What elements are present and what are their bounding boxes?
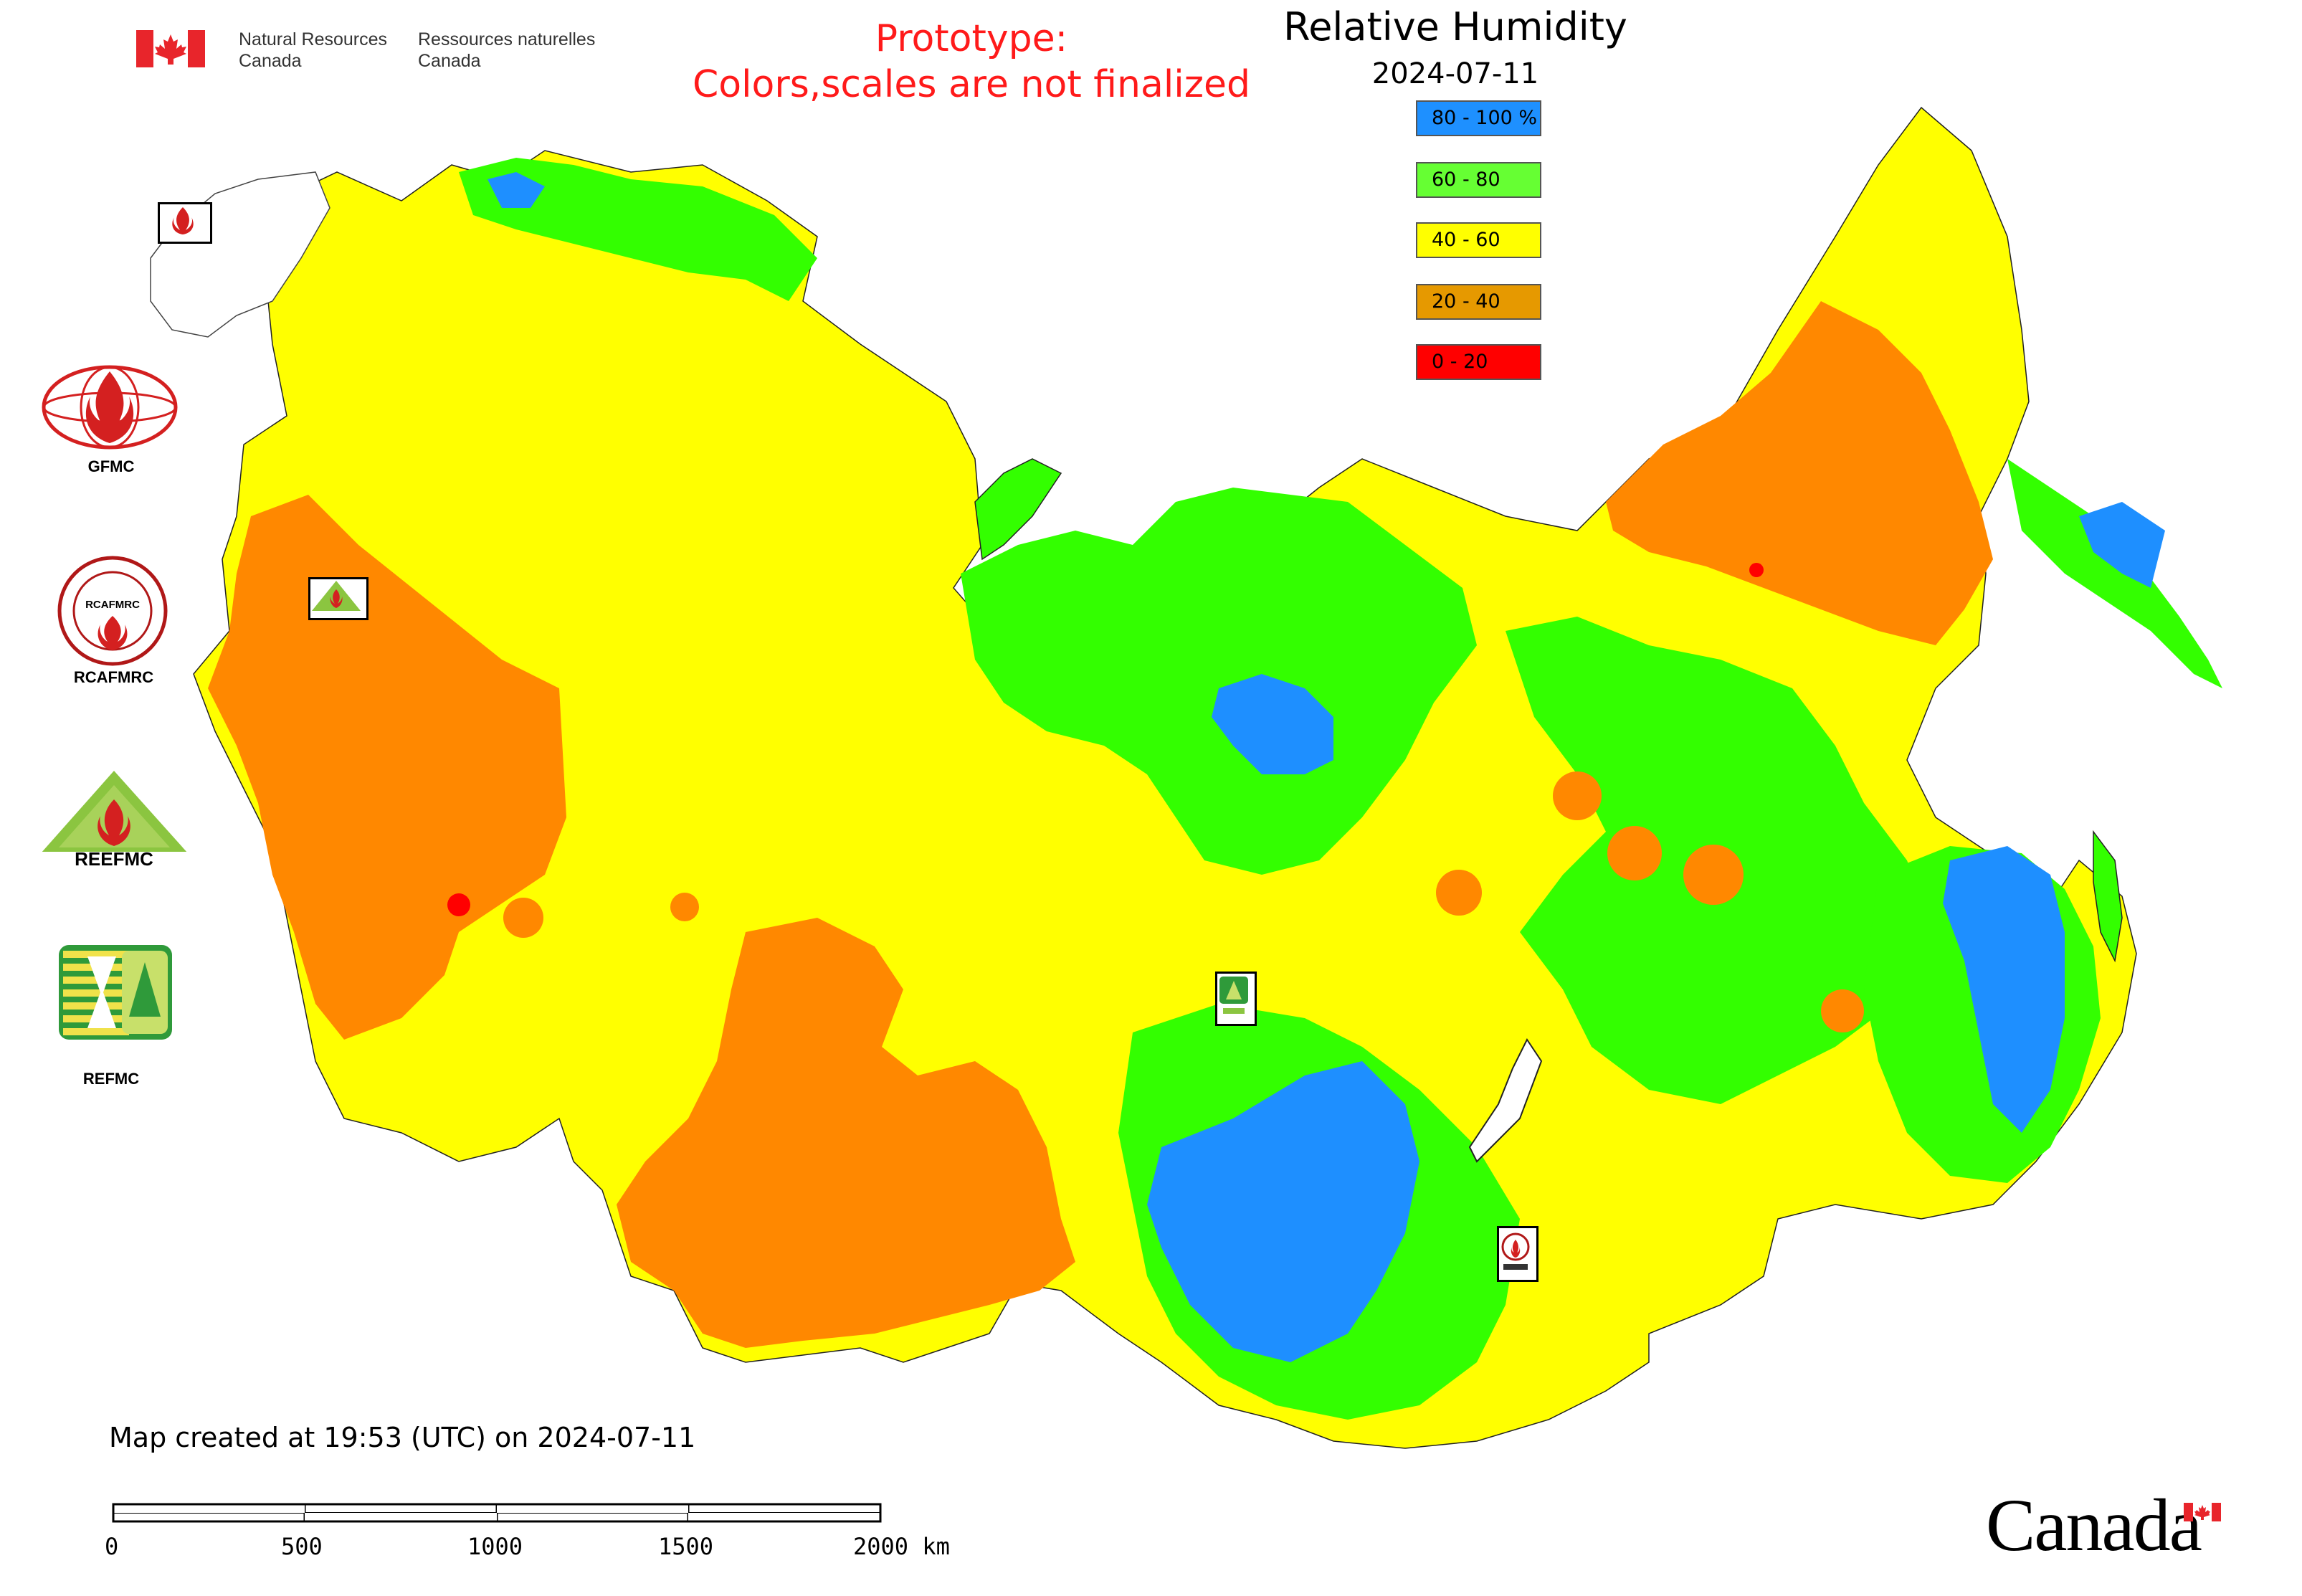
svg-text:RCAFMRC: RCAFMRC xyxy=(85,599,140,611)
orange-spot-5 xyxy=(1821,989,1864,1032)
orange-spot-1 xyxy=(1553,771,1602,820)
map-title: Relative Humidity xyxy=(1283,4,1627,49)
blue-zone-far-east xyxy=(1943,846,2065,1133)
blue-zone-kola xyxy=(487,172,545,208)
gfmc-logo xyxy=(42,365,178,450)
novaya-zemlya xyxy=(974,458,1062,561)
orange-spot-6 xyxy=(670,893,699,921)
agency-name-en: Natural Resources Canada xyxy=(239,29,388,71)
refmc-map-marker[interactable] xyxy=(1215,972,1257,1026)
orange-spot-4 xyxy=(1436,870,1482,916)
green-zone-kola xyxy=(459,158,817,301)
canada-wordmark: Canada xyxy=(1986,1484,2202,1567)
orange-zone-northeast xyxy=(1606,301,1993,645)
scale-label-500: 500 xyxy=(281,1533,323,1560)
legend-item-0-20: 0 - 20 xyxy=(1416,344,1541,380)
scale-label-0: 0 xyxy=(105,1533,119,1560)
orange-spot-7 xyxy=(503,898,543,938)
blue-zone-putorana xyxy=(1212,674,1333,774)
map-created-timestamp: Map created at 19:53 (UTC) on 2024-07-11 xyxy=(109,1422,696,1453)
legend-item-80-100: 80 - 100 % xyxy=(1416,100,1541,136)
blue-zone-altai xyxy=(1147,1061,1419,1362)
orange-zone-west xyxy=(208,495,566,1040)
gfmc-map-marker[interactable] xyxy=(158,202,212,244)
scale-bar xyxy=(112,1503,882,1523)
red-spot-east xyxy=(1749,563,1764,577)
rcafmrc-label: RCAFMRC xyxy=(73,668,154,686)
prototype-notice: Prototype: Colors,scales are not finaliz… xyxy=(692,17,1251,106)
orange-spot-3 xyxy=(1683,845,1744,905)
canada-wordmark-flag-icon xyxy=(2184,1503,2221,1521)
reefmc-logo-text: REEFMC xyxy=(75,848,153,870)
blue-zone-kamchatka xyxy=(2079,502,2165,588)
red-spot-west xyxy=(447,893,470,916)
agency-name-fr: Ressources naturelles Canada xyxy=(418,29,596,71)
legend-item-20-40: 20 - 40 xyxy=(1416,284,1541,320)
scale-label-1500: 1500 xyxy=(658,1533,714,1560)
green-zone-kamchatka xyxy=(2007,459,2222,688)
legend-item-40-60: 40 - 60 xyxy=(1416,222,1541,258)
scale-label-2000: 2000 km xyxy=(853,1533,950,1560)
sakhalin xyxy=(2093,830,2123,963)
refmc-logo xyxy=(59,945,172,1040)
legend-item-60-80: 60 - 80 xyxy=(1416,162,1541,198)
gfmc-label: GFMC xyxy=(87,457,135,475)
orange-zone-south xyxy=(617,918,1075,1348)
green-zone-central-siberia xyxy=(961,488,1477,875)
reefmc-logo: REEFMC xyxy=(41,771,188,870)
refmc-label: REFMC xyxy=(82,1070,140,1088)
reefmc-map-marker[interactable] xyxy=(308,577,368,620)
orange-spot-2 xyxy=(1607,826,1662,880)
rcafmrc-logo: RCAFMRC xyxy=(57,556,168,666)
rcafmrc-map-marker[interactable] xyxy=(1497,1226,1538,1282)
map-date: 2024-07-11 xyxy=(1371,57,1539,90)
scale-label-1000: 1000 xyxy=(467,1533,523,1560)
canada-flag-icon xyxy=(136,30,205,67)
lake-baikal xyxy=(1468,1038,1543,1163)
